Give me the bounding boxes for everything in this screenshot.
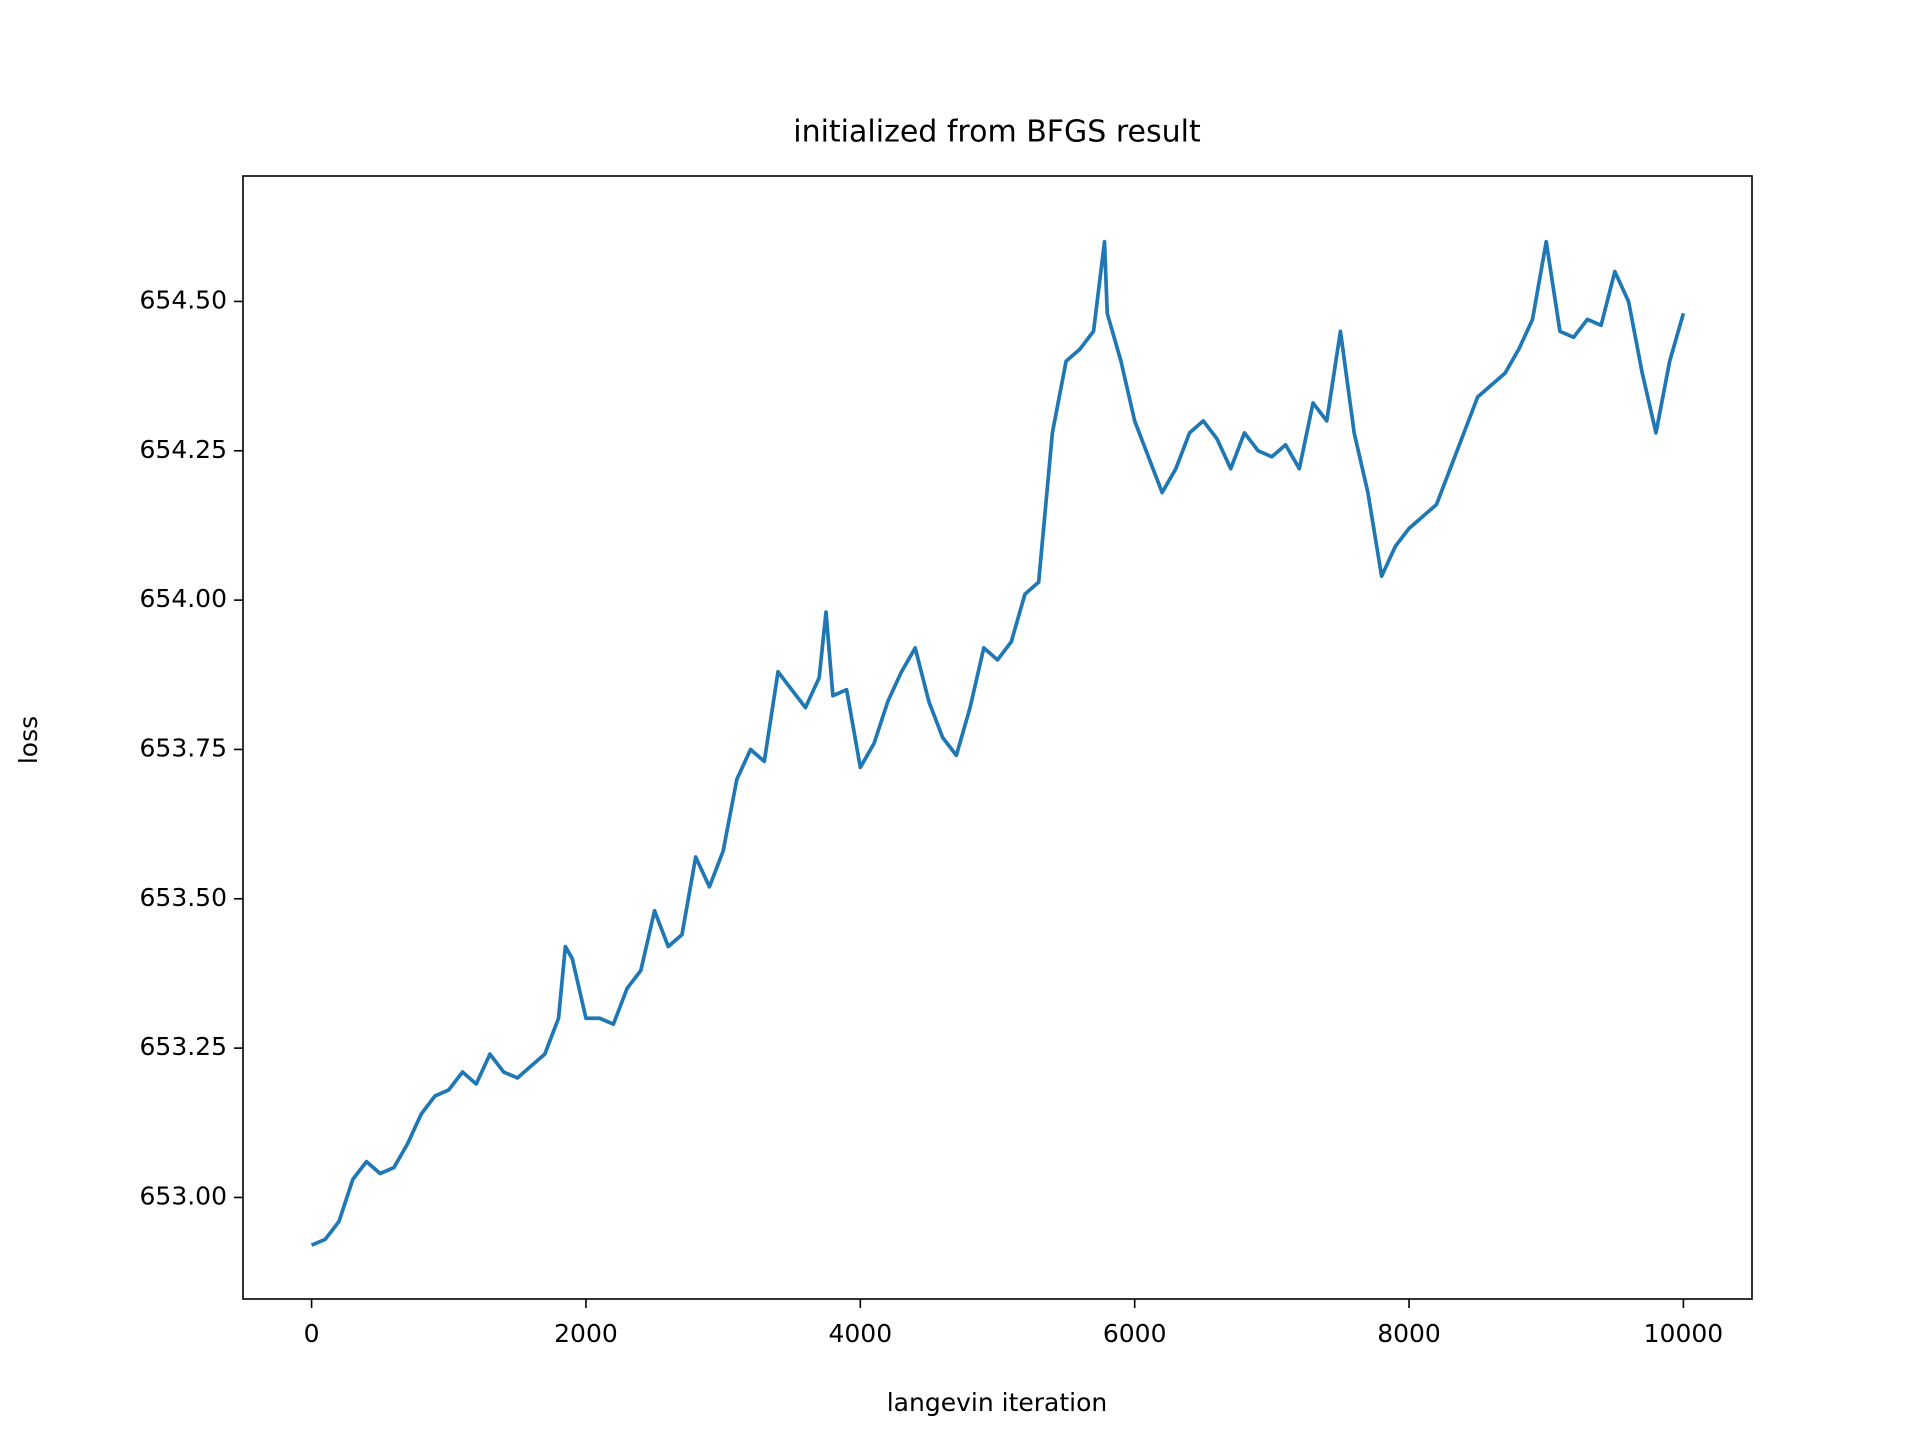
y-tick-label: 654.50 (140, 285, 227, 314)
data-line (310, 239, 1686, 1247)
y-tick-label: 654.00 (140, 584, 227, 613)
y-axis-label: loss (14, 716, 43, 764)
x-tick-label: 2000 (554, 1319, 618, 1348)
x-tick-label: 6000 (1103, 1319, 1167, 1348)
y-tick-label: 653.50 (140, 883, 227, 912)
x-tick-label: 4000 (829, 1319, 893, 1348)
plot-frame (242, 175, 1753, 1300)
x-axis-label: langevin iteration (887, 1388, 1108, 1417)
y-tick-label: 653.25 (140, 1032, 227, 1061)
y-tick-label: 654.25 (140, 435, 227, 464)
x-tick-label: 0 (304, 1319, 320, 1348)
x-tick-label: 10000 (1644, 1319, 1724, 1348)
x-tick-label: 8000 (1377, 1319, 1441, 1348)
y-tick-label: 653.00 (140, 1181, 227, 1210)
chart-title: initialized from BFGS result (793, 115, 1201, 150)
y-tick-label: 653.75 (140, 733, 227, 762)
